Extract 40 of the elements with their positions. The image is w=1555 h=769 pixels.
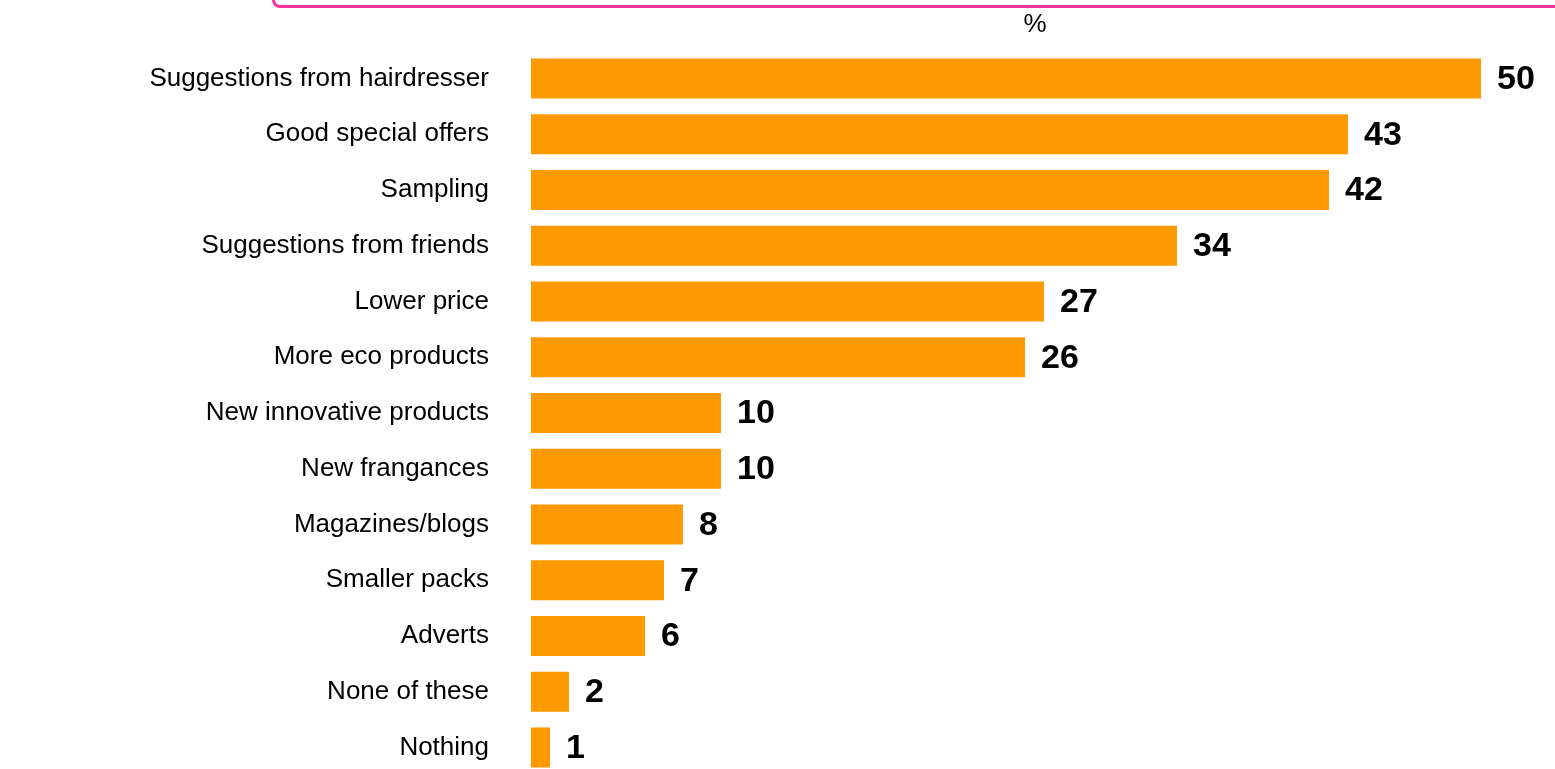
y-tick-label: Magazines/blogs [293, 507, 489, 538]
data-label: 27 [1060, 280, 1098, 319]
y-tick-label: More eco products [273, 340, 489, 371]
y-tick-label: Lower price [354, 284, 489, 315]
data-label: 2 [585, 671, 604, 710]
bar [531, 504, 683, 545]
y-tick-label: Sampling [380, 173, 489, 204]
bar [531, 58, 1481, 99]
y-tick-label: Nothing [399, 730, 489, 761]
data-label: 43 [1364, 113, 1402, 152]
bar [531, 615, 645, 657]
data-label: 42 [1345, 169, 1383, 208]
bar [531, 448, 721, 489]
y-tick-label: New innovative products [205, 396, 489, 427]
bar [531, 281, 1044, 322]
y-tick-label: Adverts [400, 619, 489, 650]
bar [531, 727, 550, 768]
bar [531, 671, 569, 712]
data-label: 7 [680, 559, 699, 598]
y-tick-label: Good special offers [265, 117, 489, 148]
y-tick-label: Suggestions from hairdresser [149, 61, 490, 92]
chart-subtitle: % [1022, 8, 1048, 39]
data-label: 10 [737, 448, 775, 487]
data-label: 1 [566, 726, 585, 765]
bar [531, 337, 1025, 378]
data-label: 34 [1193, 225, 1231, 264]
bar [531, 169, 1329, 211]
bar [531, 392, 721, 434]
bar [531, 560, 664, 601]
y-tick-label: New frangances [301, 451, 489, 482]
data-label: 26 [1041, 336, 1079, 375]
y-tick-label: None of these [327, 674, 489, 705]
data-label: 8 [699, 503, 718, 542]
bar [531, 114, 1348, 155]
data-label: 10 [737, 392, 775, 431]
data-label: 6 [661, 615, 680, 654]
y-tick-label: Suggestions from friends [201, 228, 489, 259]
data-label: 50 [1497, 57, 1535, 96]
bar [531, 225, 1177, 266]
y-tick-label: Smaller packs [325, 563, 489, 594]
